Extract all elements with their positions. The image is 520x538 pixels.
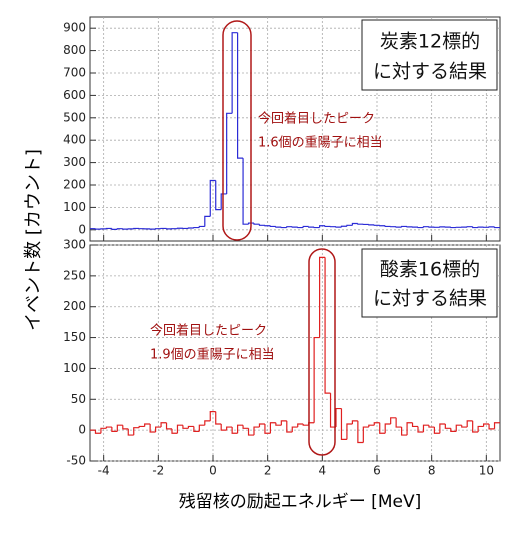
x-tick-label: 0 [209,464,217,478]
box-text: 炭素12標的 [380,31,480,53]
histogram-bin [385,226,390,227]
annotation: 今回着目したピーク [258,111,375,127]
y-tick-label: 100 [63,361,86,375]
histogram-bin [270,226,275,227]
x-tick-label: -2 [152,464,164,478]
y-tick-label: 0 [78,222,86,236]
x-tick-label: 8 [428,464,436,478]
histogram-bin [276,226,281,227]
y-tick-label: 100 [63,200,86,214]
y-tick-label: 700 [63,66,86,80]
y-tick-label: 200 [63,299,86,313]
histogram-bin [358,224,363,225]
histogram-bin [495,227,500,228]
x-tick-label: 10 [479,464,494,478]
histogram-bin [309,226,314,227]
annotation: 今回着目したピーク [150,323,267,339]
y-tick-label: 500 [63,110,86,124]
annotation: 1.9個の重陽子に相当 [150,347,275,363]
histogram-bin [325,226,330,227]
x-tick-label: 6 [373,464,381,478]
annotation: 1.6個の重陽子に相当 [258,135,383,151]
x-tick-label: 4 [319,464,327,478]
y-tick-label: 0 [78,423,86,437]
y-tick-label: 800 [63,43,86,57]
box-text: に対する結果 [373,288,487,310]
y-tick-label: 400 [63,133,86,147]
y-tick-label: 250 [63,268,86,282]
box-text: 酸素16標的 [380,259,480,281]
histogram-bin [117,229,122,230]
x-tick-label: -4 [98,464,110,478]
y-tick-label: -50 [66,454,86,468]
y-tick-label: 200 [63,178,86,192]
y-tick-label: 900 [63,21,86,35]
y-tick-label: 300 [63,155,86,169]
box-text: に対する結果 [373,61,487,83]
y-tick-label: 150 [63,330,86,344]
x-tick-label: 2 [264,464,272,478]
y-tick-label: 600 [63,88,86,102]
y-tick-label: 300 [63,238,86,252]
y-tick-label: 50 [71,392,86,406]
histogram-bin [402,226,407,227]
y-axis-label: イベント数 [カウント] [23,149,44,331]
x-axis-label: 残留核の励起エネルギー [MeV] [179,492,421,512]
